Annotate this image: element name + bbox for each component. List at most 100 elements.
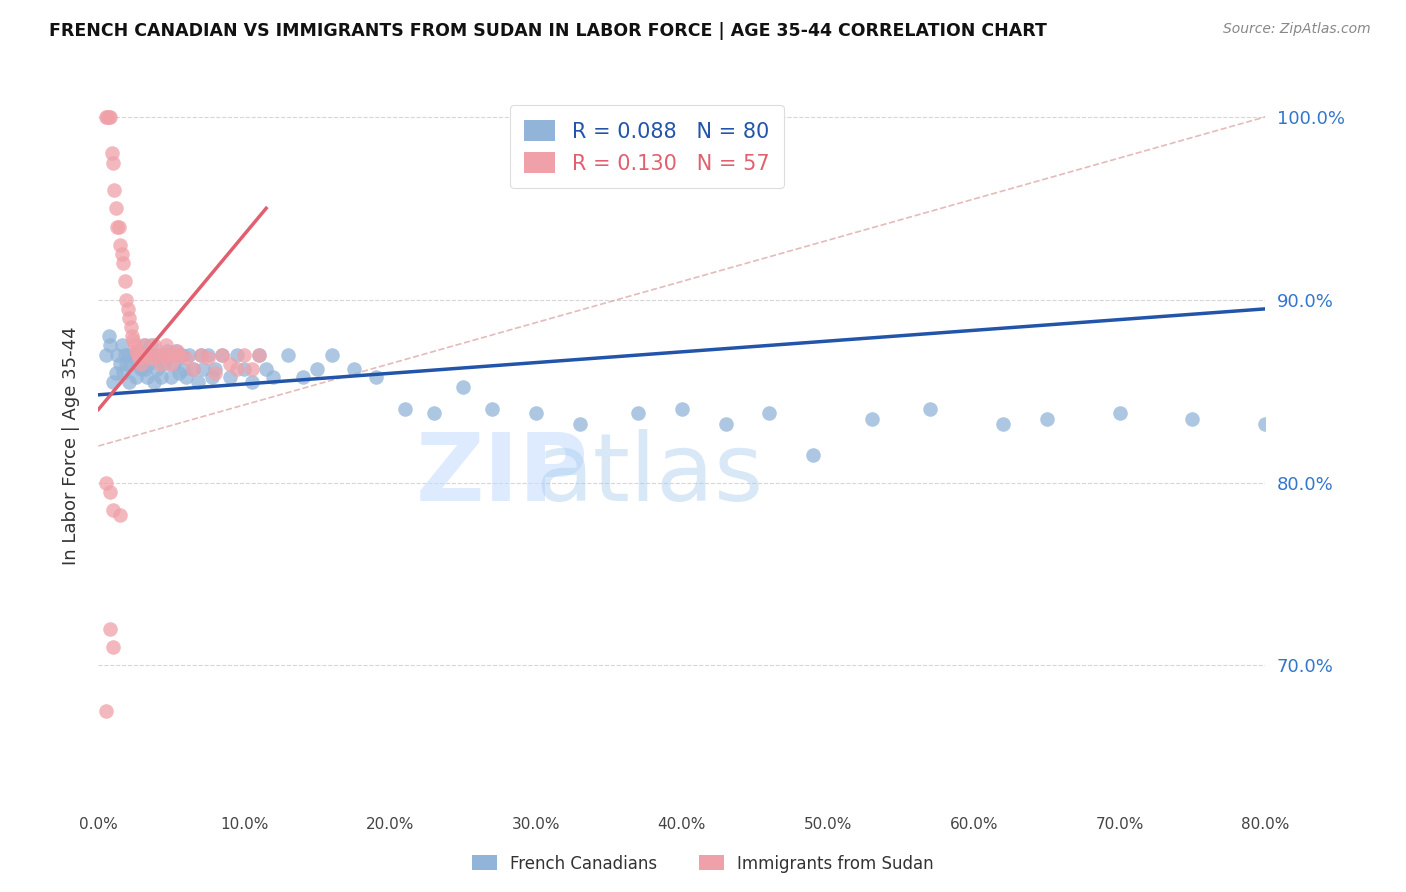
Point [114, 348, 136, 362]
Point [451, 380, 474, 394]
Point [125, 369, 148, 384]
Point [121, 329, 143, 343]
Point [101, 640, 124, 655]
Point [94, 110, 117, 124]
Point [991, 417, 1014, 431]
Point [166, 343, 188, 358]
Point [110, 508, 132, 523]
Point [146, 362, 169, 376]
Point [139, 351, 162, 366]
Point [277, 348, 299, 362]
Point [524, 406, 547, 420]
Point [211, 348, 233, 362]
Point [201, 369, 224, 384]
Point [101, 155, 124, 169]
Point [128, 351, 150, 366]
Point [307, 362, 329, 376]
Point [96, 110, 118, 124]
Point [131, 348, 153, 362]
Point [1035, 411, 1057, 425]
Point [124, 338, 146, 352]
Point [163, 357, 186, 371]
Point [115, 293, 138, 307]
Point [97, 110, 120, 124]
Point [94, 348, 117, 362]
Point [343, 362, 366, 376]
Point [105, 219, 128, 234]
Point [146, 348, 169, 362]
Point [157, 348, 180, 362]
Point [671, 402, 693, 417]
Point [100, 146, 122, 161]
Point [254, 362, 277, 376]
Point [156, 343, 179, 358]
Point [139, 338, 162, 352]
Point [226, 348, 249, 362]
Point [247, 348, 270, 362]
Point [105, 348, 128, 362]
Point [132, 338, 155, 352]
Point [1181, 411, 1204, 425]
Point [181, 362, 204, 376]
Point [98, 338, 121, 352]
Point [163, 348, 186, 362]
Point [172, 362, 194, 376]
Point [136, 357, 159, 371]
Point [394, 402, 416, 417]
Point [918, 402, 941, 417]
Point [233, 362, 256, 376]
Point [124, 348, 146, 362]
Point [117, 301, 139, 316]
Point [101, 503, 124, 517]
Point [481, 402, 503, 417]
Point [627, 406, 650, 420]
Point [135, 369, 157, 384]
Point [104, 202, 127, 216]
Point [103, 183, 125, 197]
Point [153, 357, 176, 371]
Point [120, 357, 142, 371]
Point [111, 338, 134, 352]
Text: Source: ZipAtlas.com: Source: ZipAtlas.com [1223, 22, 1371, 37]
Point [193, 362, 215, 376]
Text: atlas: atlas [536, 429, 763, 521]
Point [364, 369, 387, 384]
Point [138, 348, 160, 362]
Point [167, 366, 190, 380]
Point [211, 348, 233, 362]
Point [197, 348, 219, 362]
Point [129, 362, 152, 376]
Point [177, 348, 200, 362]
Text: FRENCH CANADIAN VS IMMIGRANTS FROM SUDAN IN LABOR FORCE | AGE 35-44 CORRELATION : FRENCH CANADIAN VS IMMIGRANTS FROM SUDAN… [49, 22, 1047, 40]
Point [108, 219, 131, 234]
Point [112, 366, 135, 380]
Point [118, 311, 141, 326]
Point [568, 417, 591, 431]
Point [131, 348, 153, 362]
Point [94, 475, 117, 490]
Point [101, 375, 124, 389]
Point [1254, 417, 1277, 431]
Point [128, 357, 150, 371]
Point [160, 357, 183, 371]
Point [240, 362, 263, 376]
Point [127, 343, 149, 358]
Point [120, 320, 142, 334]
Point [110, 238, 132, 252]
Point [98, 484, 121, 499]
Point [197, 351, 219, 366]
Point [181, 362, 204, 376]
Point [94, 704, 117, 718]
Point [152, 348, 174, 362]
Point [111, 247, 134, 261]
Point [155, 338, 177, 352]
Point [110, 357, 132, 371]
Point [118, 375, 141, 389]
Point [423, 406, 446, 420]
Point [860, 411, 883, 425]
Point [115, 357, 138, 371]
Point [174, 351, 197, 366]
Point [117, 348, 139, 362]
Point [170, 348, 193, 362]
Point [190, 348, 212, 362]
